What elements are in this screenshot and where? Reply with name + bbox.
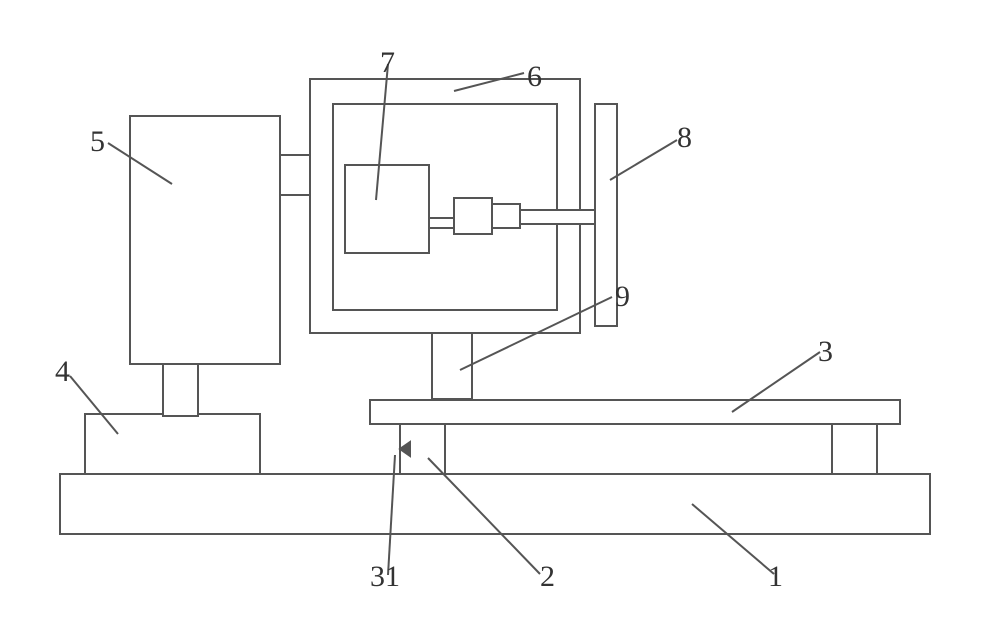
label-lbl-1: 1 [768,560,783,594]
label-lbl-8: 8 [677,121,692,155]
rect-box-5 [130,116,280,364]
label-lbl-4: 4 [55,355,70,389]
label-lbl-7: 7 [380,46,395,80]
label-lbl-2: 2 [540,560,555,594]
diagram-stage: 1 2 3 4 5 6 7 8 9 31 [0,0,1000,643]
rect-pillar-under-5 [163,364,198,416]
rect-connector-5-6 [280,155,310,195]
diagram-svg [0,0,1000,643]
label-lbl-9: 9 [615,280,630,314]
label-lbl-6: 6 [527,60,542,94]
rect-block-4 [85,414,260,474]
leader-ld-8 [610,140,677,180]
rect-shaft-step [454,198,492,234]
rect-base-plate [60,474,930,534]
rect-disc-8 [595,104,617,326]
rect-shaft-thin [429,218,454,228]
rect-pillar-9 [432,333,472,399]
rect-box-7 [345,165,429,253]
poly-sliding-platform [370,400,900,424]
label-lbl-3: 3 [818,335,833,369]
rect-shaft-to-disc [520,210,600,224]
rect-support-right [832,424,877,474]
label-lbl-5: 5 [90,125,105,159]
label-lbl-31: 31 [370,560,400,594]
rect-shaft-mid [492,204,520,228]
